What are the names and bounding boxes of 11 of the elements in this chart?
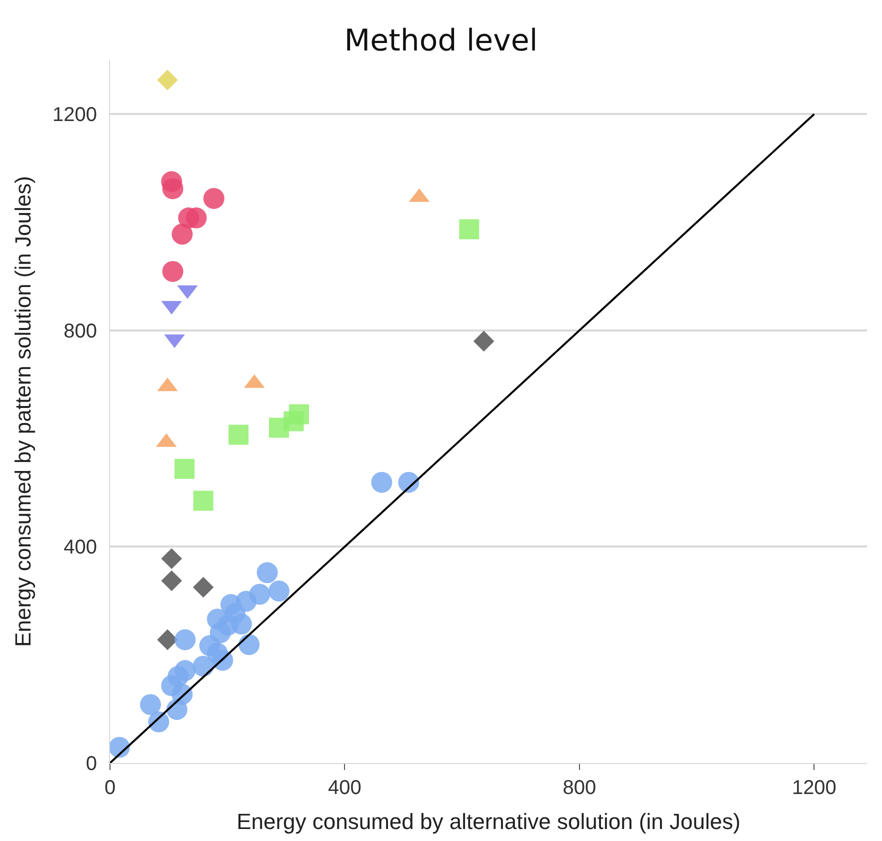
x-tick-label: 1200 bbox=[792, 777, 836, 799]
y-tick-label: 1200 bbox=[52, 104, 97, 126]
x-tick-label: 400 bbox=[328, 777, 362, 799]
x-tick-label: 800 bbox=[562, 777, 596, 799]
y-tick-label: 400 bbox=[64, 536, 97, 559]
x-tick-label: 0 bbox=[104, 777, 116, 799]
x-axis-title: Energy consumed by alternative solution (in Joules) bbox=[236, 808, 740, 834]
y-tick-label: 0 bbox=[86, 753, 97, 775]
y-tick-label: 800 bbox=[64, 320, 97, 342]
chart-title: Method level bbox=[344, 23, 538, 58]
y-axis-title: Energy consumed by pattern solution (in Joules) bbox=[10, 176, 36, 647]
